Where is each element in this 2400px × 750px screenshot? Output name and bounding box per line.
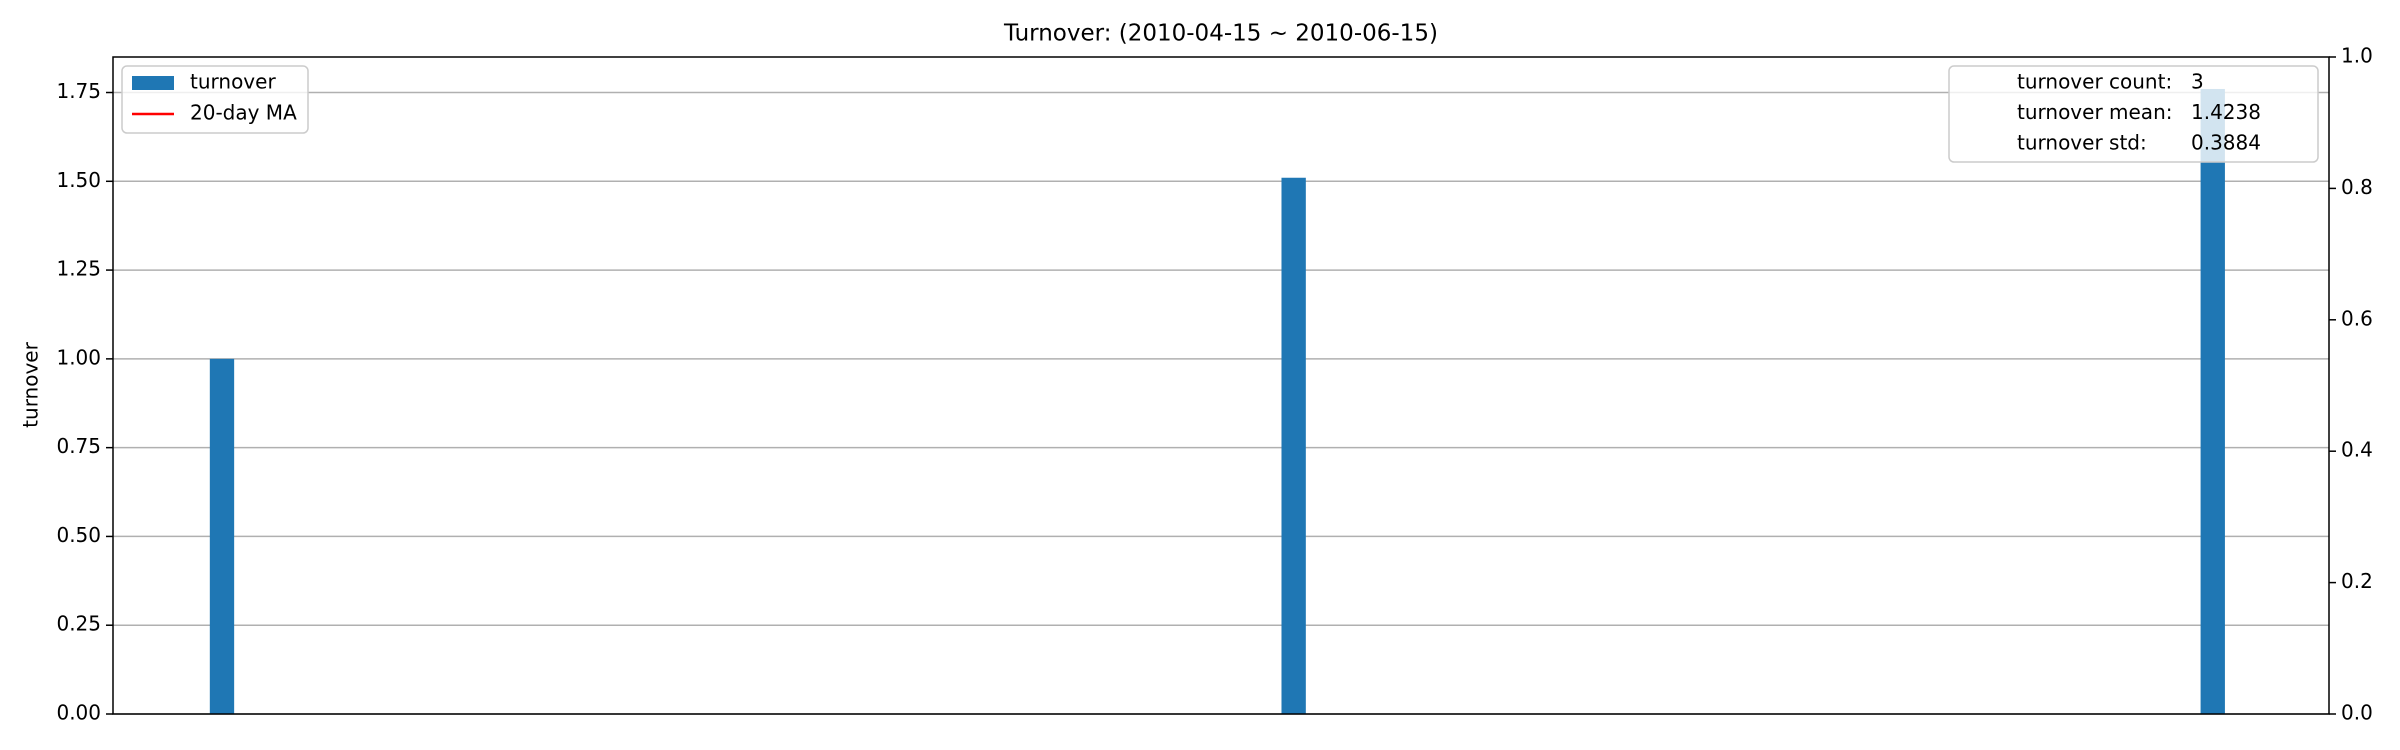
legend-label: turnover bbox=[190, 70, 276, 94]
y2-tick-label: 0.0 bbox=[2341, 701, 2373, 725]
y-tick-label: 0.75 bbox=[56, 434, 101, 458]
legend-swatch bbox=[132, 76, 174, 90]
chart-title: Turnover: (2010-04-15 ~ 2010-06-15) bbox=[1003, 21, 1438, 47]
y2-tick-label: 1.0 bbox=[2341, 44, 2373, 68]
y2-tick-label: 0.8 bbox=[2341, 175, 2373, 199]
y-tick-label: 1.00 bbox=[56, 345, 101, 369]
stats-value: 3 bbox=[2191, 70, 2204, 94]
stats-value: 1.4238 bbox=[2191, 100, 2261, 124]
plot-frame bbox=[112, 56, 2330, 715]
stats-label: turnover count: bbox=[2017, 70, 2172, 94]
bar bbox=[2200, 88, 2225, 715]
y-tick-label: 0.25 bbox=[56, 612, 101, 636]
bar bbox=[1281, 177, 1306, 714]
stats-value: 0.3884 bbox=[2191, 131, 2261, 155]
bar bbox=[209, 358, 235, 714]
y2-tick-label: 0.2 bbox=[2341, 569, 2373, 593]
stats-label: turnover std: bbox=[2017, 131, 2147, 155]
y-tick-label: 0.50 bbox=[56, 523, 101, 547]
legend-label: 20-day MA bbox=[190, 101, 297, 125]
y-tick-label: 1.25 bbox=[56, 257, 101, 281]
y-tick-label: 0.00 bbox=[56, 701, 101, 725]
y2-tick-label: 0.6 bbox=[2341, 306, 2373, 330]
y-tick-label: 1.75 bbox=[56, 79, 101, 103]
y-tick-label: 1.50 bbox=[56, 168, 101, 192]
y2-tick-label: 0.4 bbox=[2341, 438, 2373, 462]
y-axis-label: turnover bbox=[19, 341, 43, 427]
stats-label: turnover mean: bbox=[2017, 100, 2172, 124]
stats-box bbox=[1948, 65, 2319, 163]
